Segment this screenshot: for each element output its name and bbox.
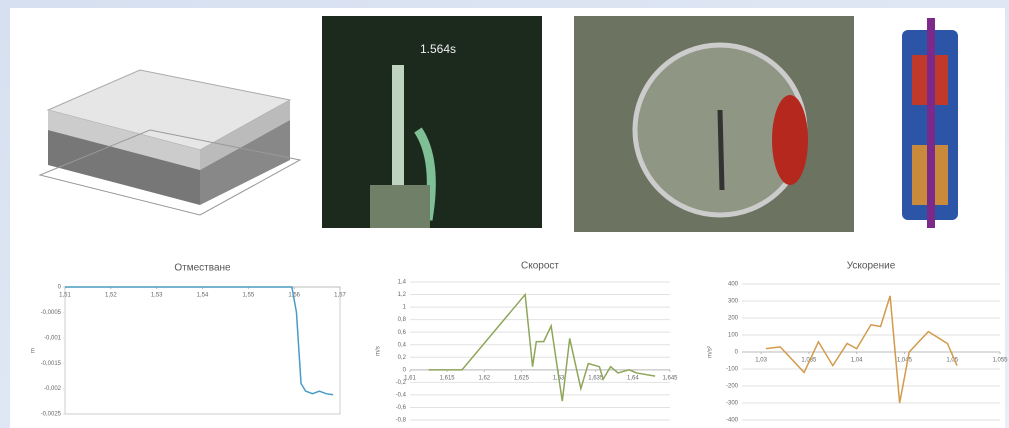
y-tick-label: -100 bbox=[726, 367, 739, 373]
slide: 1.564s Отместванеm0-0,0005-0,001-0,0015-… bbox=[0, 0, 1009, 428]
y-tick-label: -0,0015 bbox=[41, 361, 62, 367]
y-tick-label: -0,002 bbox=[44, 386, 62, 392]
needle-photo: 1.564s bbox=[322, 16, 542, 228]
chart-title: Скорост bbox=[521, 261, 559, 272]
x-tick-label: 1,03 bbox=[755, 358, 767, 364]
y-tick-label: -0,6 bbox=[396, 405, 407, 411]
y-tick-label: -0,8 bbox=[396, 418, 407, 424]
x-tick-label: 1,05 bbox=[946, 358, 958, 364]
y-axis-label: m/s bbox=[376, 346, 382, 356]
y-tick-label: 0,8 bbox=[398, 317, 407, 323]
x-tick-label: 1,64 bbox=[627, 375, 639, 381]
y-tick-label: 0,2 bbox=[398, 355, 407, 361]
chart-title: Отместване bbox=[174, 263, 231, 274]
x-tick-label: 1,61 bbox=[404, 375, 416, 381]
photo-label: 1.564s bbox=[420, 42, 456, 56]
y-tick-label: 1,2 bbox=[398, 292, 407, 298]
y-axis-label: m bbox=[31, 348, 37, 353]
y-tick-label: 0,6 bbox=[398, 330, 407, 336]
x-tick-label: 1,615 bbox=[440, 375, 456, 381]
y-tick-label: -0,001 bbox=[44, 335, 62, 341]
x-tick-label: 1,04 bbox=[851, 358, 863, 364]
y-tick-label: -300 bbox=[726, 401, 739, 407]
x-tick-label: 1,51 bbox=[59, 293, 71, 299]
x-tick-label: 1,52 bbox=[105, 293, 117, 299]
x-tick-label: 1,045 bbox=[897, 358, 913, 364]
y-tick-label: -0,4 bbox=[396, 392, 407, 398]
x-tick-label: 1,055 bbox=[992, 358, 1008, 364]
y-tick-label: 0,4 bbox=[398, 342, 407, 348]
y-tick-label: 300 bbox=[728, 299, 739, 305]
x-tick-label: 1,53 bbox=[151, 293, 163, 299]
y-tick-label: -0,0025 bbox=[41, 412, 62, 418]
page: 1.564s Отместванеm0-0,0005-0,001-0,0015-… bbox=[0, 0, 1009, 428]
y-tick-label: -200 bbox=[726, 384, 739, 390]
y-tick-label: -400 bbox=[726, 418, 739, 424]
y-tick-label: 100 bbox=[728, 333, 739, 339]
x-tick-label: 1,62 bbox=[478, 375, 490, 381]
y-tick-label: -0,0005 bbox=[41, 310, 62, 316]
x-tick-label: 1,55 bbox=[242, 293, 254, 299]
y-tick-label: 400 bbox=[728, 282, 739, 288]
x-tick-label: 1,57 bbox=[334, 293, 346, 299]
x-tick-label: 1,54 bbox=[197, 293, 209, 299]
chart-title: Ускорение bbox=[847, 261, 896, 272]
y-axis-label: m/s² bbox=[708, 346, 714, 358]
magnifier-photo bbox=[574, 16, 854, 232]
y-tick-label: 1,4 bbox=[398, 280, 407, 286]
x-tick-label: 1,625 bbox=[514, 375, 530, 381]
y-tick-label: 200 bbox=[728, 316, 739, 322]
cylinder-diagram bbox=[902, 18, 958, 228]
x-tick-label: 1,645 bbox=[662, 375, 678, 381]
